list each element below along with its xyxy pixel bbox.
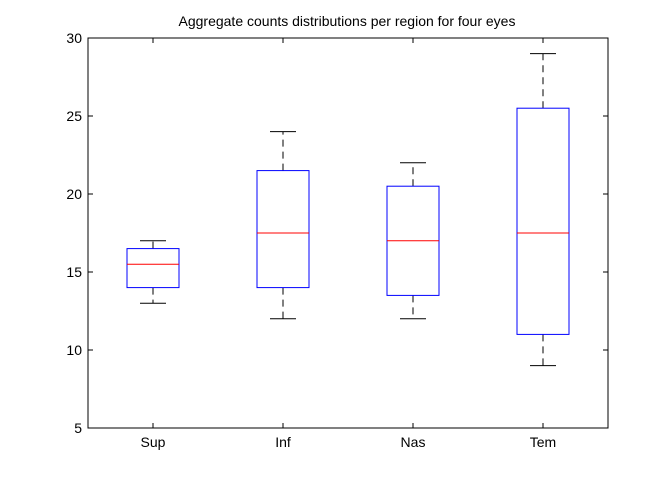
y-tick-label: 30 — [66, 30, 82, 46]
y-tick-label: 20 — [66, 186, 82, 202]
box-sup — [126, 248, 180, 289]
y-tick-label: 15 — [66, 264, 82, 280]
plot-area: 5 10 15 20 25 30 Sup Inf Nas Tem — [66, 30, 609, 450]
x-tick-label: Tem — [530, 434, 556, 450]
y-tick-label: 5 — [74, 420, 82, 436]
chart-title: Aggregate counts distributions per regio… — [179, 13, 516, 29]
x-tick-label: Nas — [401, 434, 426, 450]
box-tem — [516, 107, 570, 335]
box-inf — [256, 170, 310, 289]
y-tick-label: 10 — [66, 342, 82, 358]
y-tick-label: 25 — [66, 108, 82, 124]
x-tick-label: Sup — [141, 434, 166, 450]
plot-frame — [87, 37, 609, 429]
x-tick-label: Inf — [275, 434, 291, 450]
